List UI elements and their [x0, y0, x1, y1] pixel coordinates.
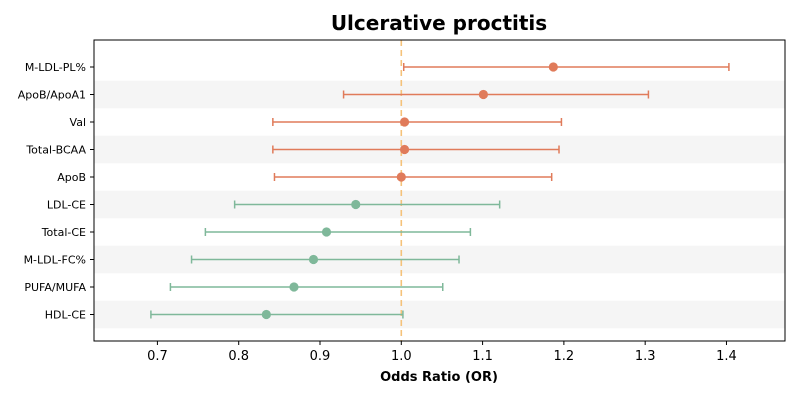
or-point — [399, 117, 410, 127]
or-point — [289, 282, 299, 292]
x-tick-label: 1.2 — [554, 349, 575, 364]
x-tick-label: 0.8 — [228, 349, 249, 364]
estimate-row — [169, 282, 444, 292]
y-tick-label: Total-BCAA — [25, 144, 86, 157]
y-tick-label: M-LDL-PL% — [25, 61, 86, 74]
or-point — [321, 227, 332, 237]
estimate-row — [190, 254, 460, 265]
y-tick-label: Total-CE — [41, 226, 86, 239]
y-tick-label: ApoB — [57, 171, 86, 184]
estimate-row — [273, 172, 553, 182]
x-tick-label: 1.1 — [472, 349, 493, 364]
x-tick-label: 1.3 — [635, 349, 656, 364]
estimate-row — [342, 89, 650, 100]
estimate-row — [272, 117, 563, 127]
or-point — [261, 309, 271, 320]
y-tick-label: M-LDL-FC% — [24, 254, 86, 267]
x-axis-label: Odds Ratio (OR) — [380, 370, 498, 385]
or-point — [399, 144, 410, 155]
x-tick-label: 0.9 — [310, 349, 331, 364]
x-tick-label: 1.4 — [716, 349, 737, 364]
y-tick-label: Val — [70, 116, 86, 129]
or-point — [548, 62, 558, 72]
plot-frame — [93, 39, 786, 342]
estimate-rows — [150, 62, 730, 320]
or-point — [351, 199, 361, 210]
y-tick-label: LDL-CE — [47, 199, 86, 212]
estimate-row — [272, 144, 560, 155]
estimate-row — [233, 199, 501, 210]
x-tick-label: 0.7 — [147, 349, 168, 364]
or-point — [396, 172, 406, 182]
y-axis-labels: M-LDL-PL% ApoB/ApoA1 Val Total-BCAA ApoB LDL-… — [18, 61, 94, 322]
y-tick-label: HDL-CE — [45, 309, 86, 322]
x-tick-label: 1.0 — [391, 349, 412, 364]
or-point — [308, 254, 319, 265]
y-tick-label: ApoB/ApoA1 — [18, 89, 86, 102]
x-axis-ticks: 0.7 0.8 0.9 1.0 1.1 1.2 1.3 1.4 — [147, 341, 737, 364]
or-point — [478, 89, 488, 100]
estimate-row — [402, 62, 730, 72]
estimate-row — [150, 309, 404, 320]
chart-title: Ulcerative proctitis — [331, 11, 547, 35]
estimate-row — [204, 227, 472, 237]
y-tick-label: PUFA/MUFA — [24, 281, 86, 294]
